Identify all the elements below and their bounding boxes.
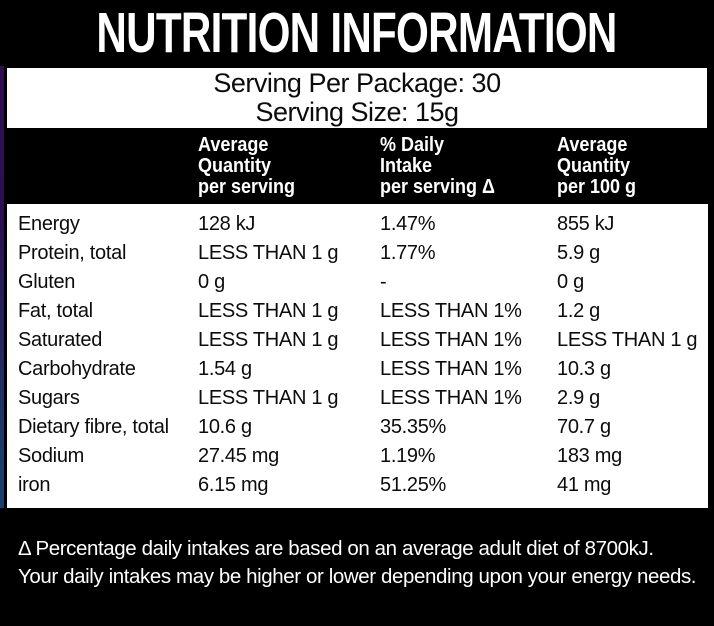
table-row: Dietary fibre, total 10.6 g 35.35% 70.7 … xyxy=(7,413,708,442)
value-daily-intake: 1.19% xyxy=(380,445,436,467)
value-per-serving: LESS THAN 1 g xyxy=(198,300,339,322)
value-daily-intake: 35.35% xyxy=(380,416,447,438)
table-row: Saturated LESS THAN 1 g LESS THAN 1% LES… xyxy=(7,326,708,355)
value-per-100g: 10.3 g xyxy=(557,358,611,380)
serving-per-package: Serving Per Package: 30 xyxy=(213,68,501,98)
daily-intake-footnote: Δ Percentage daily intakes are based on … xyxy=(0,508,714,626)
footnote-line-1: Δ Percentage daily intakes are based on … xyxy=(18,537,654,560)
table-row: Sugars LESS THAN 1 g LESS THAN 1% 2.9 g xyxy=(7,384,708,413)
value-daily-intake: 51.25% xyxy=(380,474,447,496)
value-per-serving: LESS THAN 1 g xyxy=(198,242,339,264)
value-per-serving: 6.15 mg xyxy=(198,474,269,496)
value-per-serving: LESS THAN 1 g xyxy=(198,329,339,351)
value-daily-intake: - xyxy=(380,271,387,293)
nutrient-name: Sugars xyxy=(18,387,80,409)
header-daily-intake-per-serving: % Daily Intake per serving Δ xyxy=(380,134,495,198)
value-per-100g: 183 mg xyxy=(557,445,622,467)
value-per-100g: 1.2 g xyxy=(557,300,600,322)
value-daily-intake: LESS THAN 1% xyxy=(380,358,522,380)
footnote-line-2: Your daily intakes may be higher or lowe… xyxy=(18,565,697,588)
value-daily-intake: LESS THAN 1% xyxy=(380,300,522,322)
nutrition-table: Energy 128 kJ 1.47% 855 kJ Protein, tota… xyxy=(7,204,708,508)
table-row: Carbohydrate 1.54 g LESS THAN 1% 10.3 g xyxy=(7,355,708,384)
nutrient-name: Protein, total xyxy=(18,242,127,264)
value-per-100g: 2.9 g xyxy=(557,387,600,409)
value-daily-intake: 1.77% xyxy=(380,242,436,264)
header-avg-quantity-per-serving: Average Quantity per serving xyxy=(198,134,296,198)
value-per-100g: 855 kJ xyxy=(557,213,615,235)
value-daily-intake: 1.47% xyxy=(380,213,436,235)
table-row: Sodium 27.45 mg 1.19% 183 mg xyxy=(7,442,708,471)
value-per-serving: 1.54 g xyxy=(198,358,252,380)
value-per-serving: 10.6 g xyxy=(198,416,252,438)
table-row: iron 6.15 mg 51.25% 41 mg xyxy=(7,471,708,500)
nutrient-name: Energy xyxy=(18,213,80,235)
table-row: Gluten 0 g - 0 g xyxy=(7,268,708,297)
serving-info-box: Serving Per Package: 30 Serving Size: 15… xyxy=(7,68,707,128)
value-per-100g: 5.9 g xyxy=(557,242,600,264)
nutrient-name: iron xyxy=(18,474,51,496)
nutrient-name: Sodium xyxy=(18,445,85,467)
value-per-100g: 0 g xyxy=(557,271,584,293)
title-band: NUTRITION INFORMATION xyxy=(0,0,714,66)
value-per-serving: 0 g xyxy=(198,271,225,293)
value-per-serving: 27.45 mg xyxy=(198,445,279,467)
header-spacer xyxy=(18,135,198,204)
value-per-100g: 70.7 g xyxy=(557,416,611,438)
nutrient-name: Carbohydrate xyxy=(18,358,136,380)
value-daily-intake: LESS THAN 1% xyxy=(380,329,522,351)
table-row: Energy 128 kJ 1.47% 855 kJ xyxy=(7,210,708,239)
header-avg-quantity-per-100g: Average Quantity per 100 g xyxy=(557,134,637,198)
nutrient-name: Fat, total xyxy=(18,300,93,322)
table-row: Fat, total LESS THAN 1 g LESS THAN 1% 1.… xyxy=(7,297,708,326)
table-row: Protein, total LESS THAN 1 g 1.77% 5.9 g xyxy=(7,239,708,268)
nutrient-name: Gluten xyxy=(18,271,76,293)
left-edge-gradient-strip xyxy=(0,0,4,626)
value-daily-intake: LESS THAN 1% xyxy=(380,387,522,409)
value-per-serving: LESS THAN 1 g xyxy=(198,387,339,409)
value-per-100g: LESS THAN 1 g xyxy=(557,329,698,351)
nutrient-name: Dietary fibre, total xyxy=(18,416,169,438)
table-header-row: Average Quantity per serving % Daily Int… xyxy=(7,135,707,204)
nutrient-name: Saturated xyxy=(18,329,103,351)
page-title: NUTRITION INFORMATION xyxy=(96,1,618,65)
value-per-100g: 41 mg xyxy=(557,474,612,496)
value-per-serving: 128 kJ xyxy=(198,213,256,235)
serving-size: Serving Size: 15g xyxy=(255,97,459,127)
